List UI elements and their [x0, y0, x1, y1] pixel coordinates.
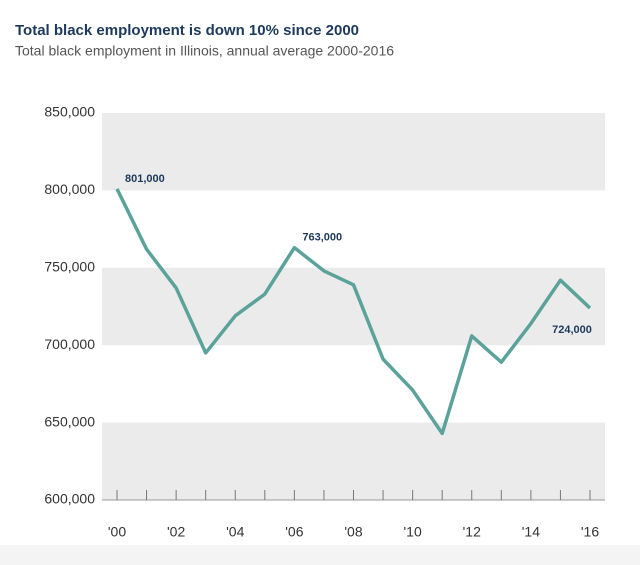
x-tick-label: '08: [344, 524, 362, 540]
y-tick-label: 700,000: [44, 336, 95, 352]
band: [102, 267, 605, 346]
y-tick-label: 650,000: [44, 413, 95, 429]
y-tick-label: 750,000: [44, 259, 95, 275]
x-tick-label: '12: [463, 524, 481, 540]
x-tick-label: '16: [581, 524, 599, 540]
y-tick-label: 600,000: [44, 491, 95, 507]
data-line: [115, 188, 592, 436]
band: [102, 422, 605, 500]
x-tick-label: '02: [167, 524, 185, 540]
x-tick-label: '10: [404, 524, 422, 540]
x-tick-label: '04: [226, 524, 244, 540]
value-label: 763,000: [302, 232, 342, 244]
x-tick-label: '14: [522, 524, 540, 540]
x-tick-label: '06: [285, 524, 303, 540]
chart-subtitle: Total black employment in Illinois, annu…: [15, 43, 394, 59]
band: [102, 113, 605, 191]
value-label: 724,000: [552, 324, 592, 336]
footer-strip: [0, 545, 640, 565]
y-tick-label: 850,000: [44, 104, 95, 120]
value-label: 801,000: [125, 173, 165, 185]
x-tick-label: '00: [108, 524, 126, 540]
chart-title: Total black employment is down 10% since…: [15, 22, 359, 39]
y-tick-label: 800,000: [44, 181, 95, 197]
